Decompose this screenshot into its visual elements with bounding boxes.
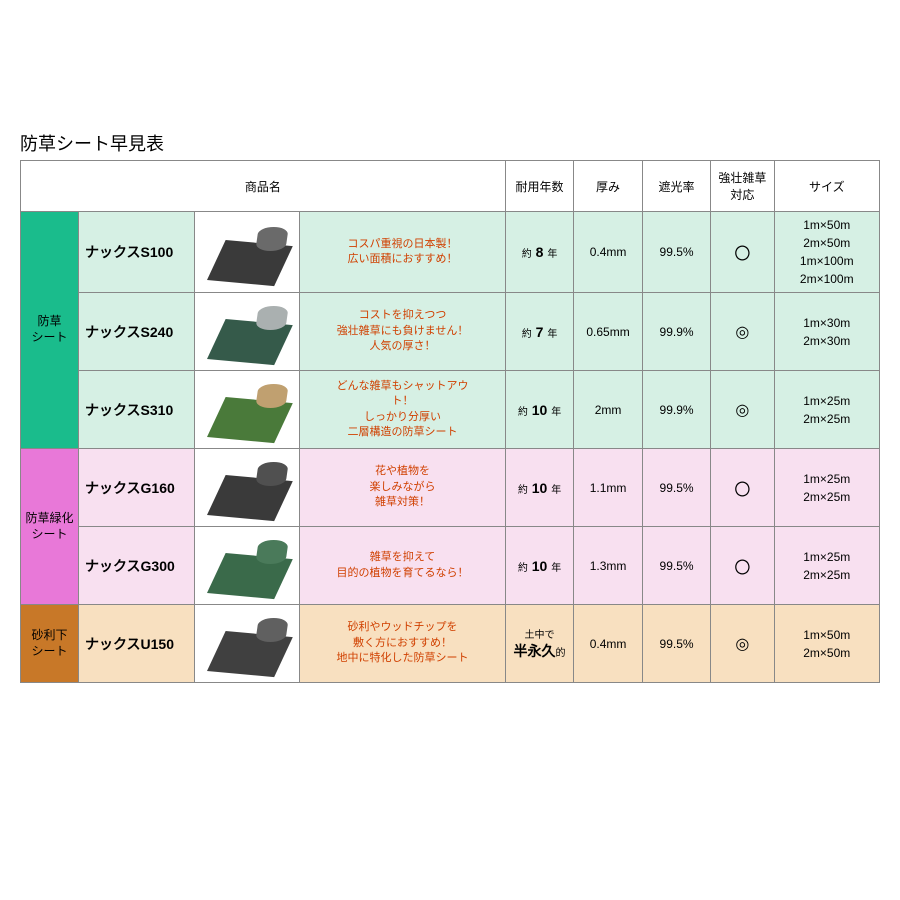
header-thickness: 厚み bbox=[574, 161, 643, 212]
product-description: コストを抑えつつ 強壮雑草にも負けません！ 人気の厚さ！ bbox=[300, 293, 506, 371]
table-row: ナックスG300 雑草を抑えて 目的の植物を育てるなら！約 10 年1.3mm99… bbox=[21, 527, 880, 605]
header-product: 商品名 bbox=[21, 161, 506, 212]
header-strong: 強壮雑草 対応 bbox=[711, 161, 774, 212]
product-name: ナックスU150 bbox=[78, 605, 194, 683]
product-image bbox=[194, 293, 299, 371]
product-image bbox=[194, 371, 299, 449]
product-image bbox=[194, 212, 299, 293]
category-label: 砂利下 シート bbox=[21, 605, 79, 683]
header-years: 耐用年数 bbox=[505, 161, 574, 212]
thickness: 0.4mm bbox=[574, 212, 643, 293]
product-sizes: 1m×50m2m×50m1m×100m2m×100m bbox=[774, 212, 879, 293]
strong-weed-support: ◎ bbox=[711, 293, 774, 371]
durability-years: 約 10 年 bbox=[505, 449, 574, 527]
product-image bbox=[194, 449, 299, 527]
thickness: 1.3mm bbox=[574, 527, 643, 605]
shading-rate: 99.5% bbox=[642, 449, 711, 527]
category-label: 防草 シート bbox=[21, 212, 79, 449]
thickness: 0.4mm bbox=[574, 605, 643, 683]
header-row: 商品名 耐用年数 厚み 遮光率 強壮雑草 対応 サイズ bbox=[21, 161, 880, 212]
product-description: どんな雑草もシャットアウ ト！ しっかり分厚い 二層構造の防草シート bbox=[300, 371, 506, 449]
product-name: ナックスG300 bbox=[78, 527, 194, 605]
table-row: 砂利下 シートナックスU150 砂利やウッドチップを 敷く方におすすめ！ 地中に特… bbox=[21, 605, 880, 683]
strong-weed-support: 〇 bbox=[711, 449, 774, 527]
shading-rate: 99.9% bbox=[642, 371, 711, 449]
strong-weed-support: 〇 bbox=[711, 527, 774, 605]
thickness: 0.65mm bbox=[574, 293, 643, 371]
strong-weed-support: ◎ bbox=[711, 371, 774, 449]
product-name: ナックスS100 bbox=[78, 212, 194, 293]
product-description: 砂利やウッドチップを 敷く方におすすめ！ 地中に特化した防草シート bbox=[300, 605, 506, 683]
strong-weed-support: 〇 bbox=[711, 212, 774, 293]
product-sizes: 1m×25m2m×25m bbox=[774, 449, 879, 527]
shading-rate: 99.9% bbox=[642, 293, 711, 371]
shading-rate: 99.5% bbox=[642, 527, 711, 605]
durability-years: 約 7 年 bbox=[505, 293, 574, 371]
table-title: 防草シート早見表 bbox=[20, 130, 880, 156]
product-sizes: 1m×50m2m×50m bbox=[774, 605, 879, 683]
thickness: 1.1mm bbox=[574, 449, 643, 527]
product-image bbox=[194, 605, 299, 683]
table-row: 防草緑化 シートナックスG160花や植物を 楽しみながら 雑草対策！約 10 年… bbox=[21, 449, 880, 527]
table-row: ナックスS240 コストを抑えつつ 強壮雑草にも負けません！ 人気の厚さ！約 7 … bbox=[21, 293, 880, 371]
shading-rate: 99.5% bbox=[642, 605, 711, 683]
product-name: ナックスS240 bbox=[78, 293, 194, 371]
product-sizes: 1m×25m2m×25m bbox=[774, 527, 879, 605]
header-shading: 遮光率 bbox=[642, 161, 711, 212]
product-image bbox=[194, 527, 299, 605]
product-sizes: 1m×25m2m×25m bbox=[774, 371, 879, 449]
product-name: ナックスG160 bbox=[78, 449, 194, 527]
product-name: ナックスS310 bbox=[78, 371, 194, 449]
table-row: 防草 シートナックスS100コスパ重視の日本製！ 広い面積におすすめ！約 8 年… bbox=[21, 212, 880, 293]
durability-years: 土中で半永久的 bbox=[505, 605, 574, 683]
durability-years: 約 10 年 bbox=[505, 371, 574, 449]
table-row: ナックスS310 どんな雑草もシャットアウ ト！ しっかり分厚い 二層構造の防草シ… bbox=[21, 371, 880, 449]
shading-rate: 99.5% bbox=[642, 212, 711, 293]
comparison-table: 商品名 耐用年数 厚み 遮光率 強壮雑草 対応 サイズ 防草 シートナックスS1… bbox=[20, 160, 880, 683]
product-sizes: 1m×30m2m×30m bbox=[774, 293, 879, 371]
durability-years: 約 10 年 bbox=[505, 527, 574, 605]
product-description: 雑草を抑えて 目的の植物を育てるなら！ bbox=[300, 527, 506, 605]
thickness: 2mm bbox=[574, 371, 643, 449]
product-description: 花や植物を 楽しみながら 雑草対策！ bbox=[300, 449, 506, 527]
strong-weed-support: ◎ bbox=[711, 605, 774, 683]
category-label: 防草緑化 シート bbox=[21, 449, 79, 605]
product-description: コスパ重視の日本製！ 広い面積におすすめ！ bbox=[300, 212, 506, 293]
header-size: サイズ bbox=[774, 161, 879, 212]
durability-years: 約 8 年 bbox=[505, 212, 574, 293]
